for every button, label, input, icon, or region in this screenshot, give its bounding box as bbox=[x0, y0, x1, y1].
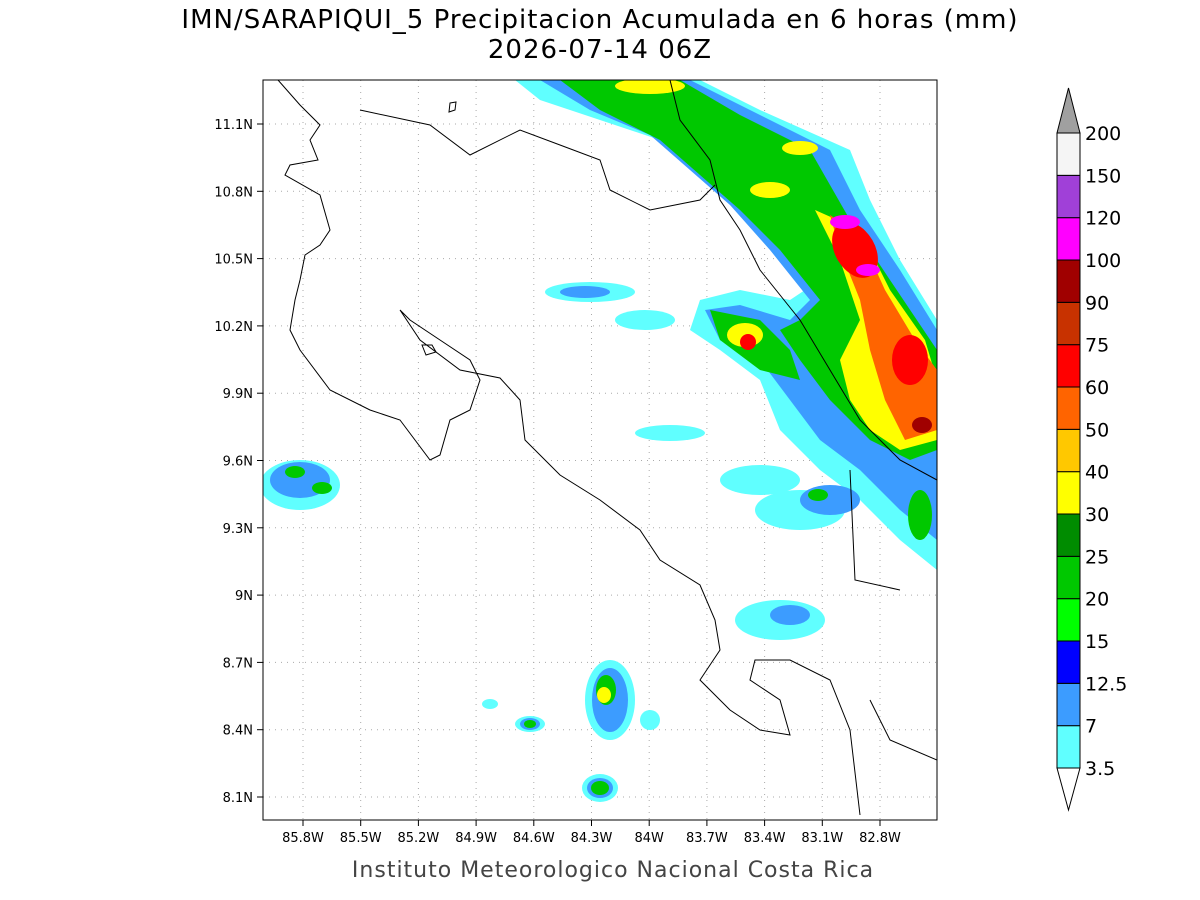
x-tick-label: 83.4W bbox=[744, 831, 786, 846]
y-tick-label: 9.3N bbox=[223, 522, 253, 537]
colorbar-label: 200 bbox=[1085, 123, 1121, 145]
colorbar-label: 120 bbox=[1085, 208, 1121, 230]
colorbar-box bbox=[1056, 301, 1081, 346]
subtitle: 2026-07-14 06Z bbox=[488, 35, 712, 65]
colorbar-label: 100 bbox=[1085, 250, 1121, 272]
colorbar-label: 60 bbox=[1085, 377, 1109, 399]
colorbar-under bbox=[1056, 767, 1081, 812]
coastlines bbox=[277, 80, 937, 816]
colorbar-label: 3.5 bbox=[1085, 758, 1115, 780]
colorbar-box bbox=[1056, 725, 1081, 769]
colorbar-box bbox=[1056, 386, 1081, 430]
colorbar-label: 50 bbox=[1085, 419, 1109, 441]
colorbar-box bbox=[1056, 217, 1081, 261]
colorbar-box bbox=[1056, 513, 1081, 557]
x-tick-label: 84W bbox=[634, 831, 664, 846]
x-tick-label: 83.1W bbox=[801, 831, 843, 846]
map-frame bbox=[262, 79, 938, 821]
y-tick-label: 8.7N bbox=[223, 656, 253, 671]
colorbar-label: 90 bbox=[1085, 292, 1109, 314]
colorbar-box bbox=[1056, 344, 1081, 388]
x-tick-label: 85.2W bbox=[397, 831, 439, 846]
y-tick-label: 9N bbox=[235, 589, 253, 604]
colorbar-label: 20 bbox=[1085, 589, 1109, 611]
colorbar-label: 40 bbox=[1085, 462, 1109, 484]
y-tick-label: 10.8N bbox=[214, 185, 253, 200]
x-tick-label: 84.9W bbox=[455, 831, 497, 846]
x-tick-label: 83.7W bbox=[686, 831, 728, 846]
y-tick-label: 9.6N bbox=[223, 455, 253, 470]
colorbar-label: 15 bbox=[1085, 631, 1109, 653]
x-tick-label: 82.8W bbox=[859, 831, 901, 846]
y-tick-label: 8.4N bbox=[223, 724, 253, 739]
x-tick-label: 84.6W bbox=[513, 831, 555, 846]
colorbar-box bbox=[1056, 682, 1081, 727]
colorbar-box bbox=[1056, 174, 1081, 219]
y-tick-label: 9.9N bbox=[223, 387, 253, 402]
y-tick-label: 10.5N bbox=[214, 253, 253, 268]
colorbar-label: 25 bbox=[1085, 546, 1109, 568]
colorbar-box bbox=[1056, 132, 1081, 176]
colorbar-box bbox=[1056, 259, 1081, 303]
footer: Instituto Meteorologico Nacional Costa R… bbox=[352, 858, 874, 883]
colorbar-label: 75 bbox=[1085, 335, 1109, 357]
title: IMN/SARAPIQUI_5 Precipitacion Acumulada … bbox=[181, 5, 1018, 35]
colorbar: 3.5 7 12.5 15 20 25 30 40 50 60 75 90 100 120 150 200 bbox=[1056, 87, 1127, 812]
colorbar-box bbox=[1056, 640, 1081, 684]
x-tick-label: 84.3W bbox=[571, 831, 613, 846]
colorbar-over bbox=[1056, 87, 1081, 134]
colorbar-box bbox=[1056, 471, 1081, 515]
x-tick-label: 85.5W bbox=[340, 831, 382, 846]
y-tick-label: 8.1N bbox=[223, 791, 253, 806]
colorbar-label: 30 bbox=[1085, 504, 1109, 526]
colorbar-label: 150 bbox=[1085, 165, 1121, 187]
colorbar-box bbox=[1056, 428, 1081, 473]
colorbar-box bbox=[1056, 598, 1081, 642]
colorbar-box bbox=[1056, 555, 1081, 600]
colorbar-label: 12.5 bbox=[1085, 673, 1127, 695]
colorbar-label: 7 bbox=[1085, 716, 1097, 738]
x-tick-label: 85.8W bbox=[282, 831, 324, 846]
precipitation bbox=[263, 80, 937, 802]
y-tick-label: 10.2N bbox=[214, 320, 253, 335]
y-tick-label: 11.1N bbox=[214, 118, 253, 133]
